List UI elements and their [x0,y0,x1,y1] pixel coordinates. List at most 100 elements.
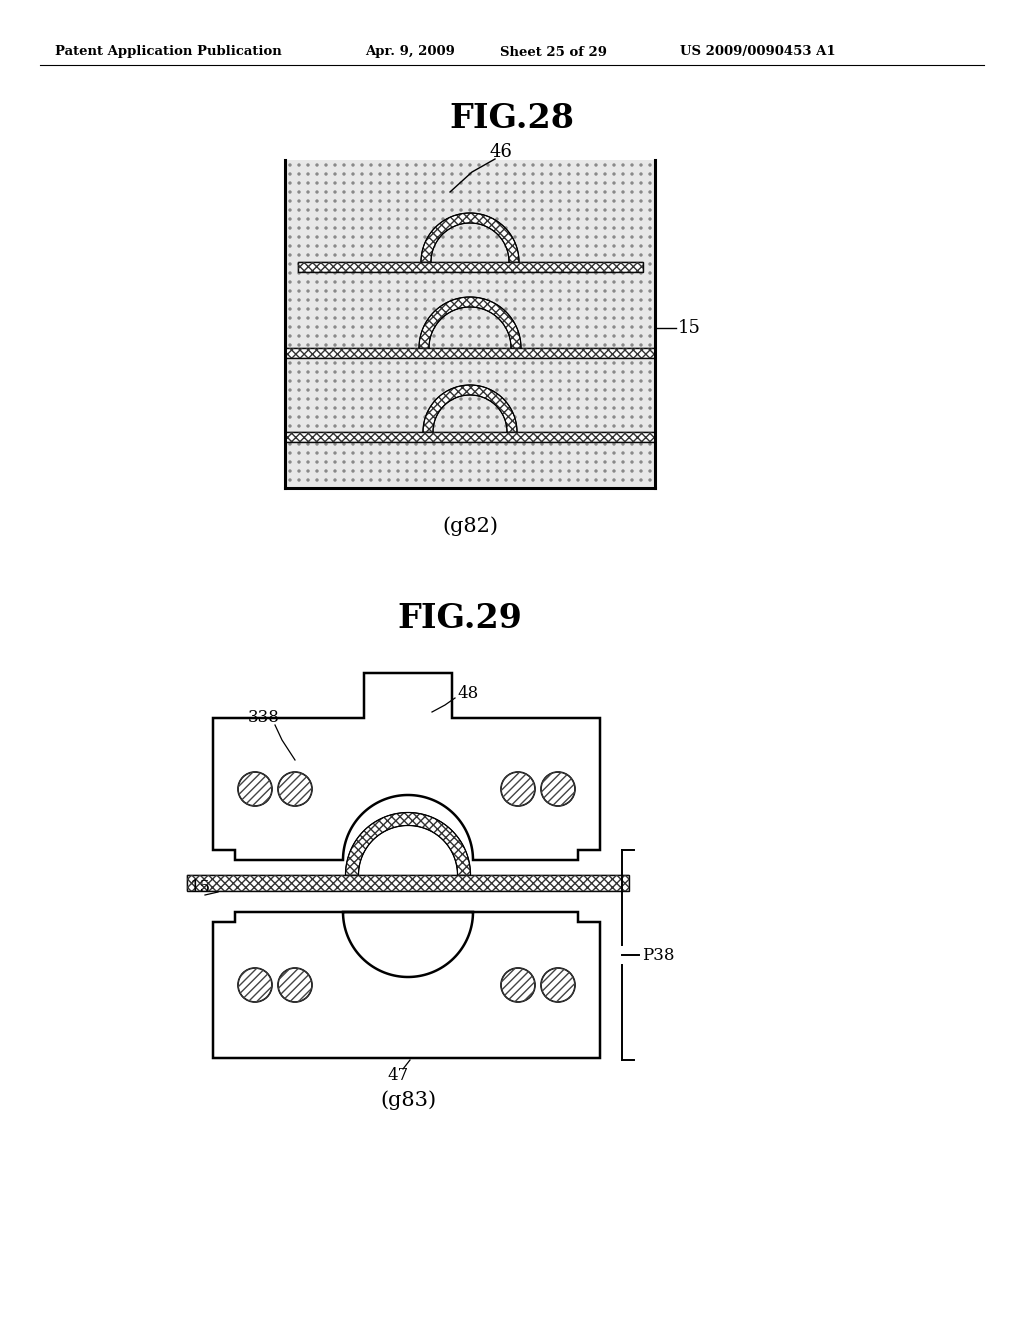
Circle shape [541,479,543,480]
Circle shape [523,191,525,193]
Circle shape [604,317,606,319]
Circle shape [361,380,362,381]
Circle shape [370,317,372,319]
Circle shape [550,461,552,463]
Circle shape [505,345,507,346]
Circle shape [586,191,588,193]
Circle shape [604,253,606,256]
Circle shape [415,182,417,183]
Circle shape [523,345,525,346]
Circle shape [568,281,570,282]
Circle shape [568,326,570,327]
Circle shape [316,352,318,355]
Circle shape [487,246,489,247]
Circle shape [334,352,336,355]
Circle shape [568,164,570,166]
Circle shape [406,227,408,228]
Circle shape [451,281,453,282]
Circle shape [649,209,651,211]
Circle shape [469,290,471,292]
Circle shape [406,470,408,473]
Circle shape [613,308,615,310]
Circle shape [451,227,453,228]
Circle shape [604,246,606,247]
Circle shape [631,425,633,426]
Circle shape [379,326,381,327]
Circle shape [568,317,570,319]
Circle shape [478,173,480,176]
Circle shape [415,164,417,166]
Circle shape [406,362,408,364]
Circle shape [622,345,624,346]
Circle shape [487,272,489,275]
Circle shape [532,371,534,374]
Circle shape [514,416,516,418]
Circle shape [451,444,453,445]
Circle shape [433,362,435,364]
Circle shape [559,173,561,176]
Circle shape [379,246,381,247]
Circle shape [505,263,507,265]
Circle shape [370,335,372,337]
Circle shape [622,246,624,247]
Circle shape [442,308,444,310]
Circle shape [631,227,633,228]
Circle shape [541,362,543,364]
Circle shape [334,451,336,454]
Circle shape [415,290,417,292]
Circle shape [289,352,291,355]
Circle shape [352,470,354,473]
Circle shape [433,326,435,327]
Circle shape [334,253,336,256]
Circle shape [568,444,570,445]
Circle shape [406,371,408,374]
Circle shape [415,362,417,364]
Circle shape [352,246,354,247]
Circle shape [316,173,318,176]
Circle shape [604,236,606,238]
Circle shape [586,425,588,426]
Circle shape [523,416,525,418]
Circle shape [649,389,651,391]
Circle shape [370,380,372,381]
Circle shape [595,246,597,247]
Circle shape [316,407,318,409]
Circle shape [622,272,624,275]
Circle shape [523,352,525,355]
Circle shape [532,253,534,256]
Circle shape [397,362,399,364]
Circle shape [298,281,300,282]
Circle shape [505,300,507,301]
Circle shape [334,416,336,418]
Circle shape [316,236,318,238]
Circle shape [379,281,381,282]
Circle shape [595,389,597,391]
Circle shape [622,173,624,176]
Circle shape [460,272,462,275]
Circle shape [613,352,615,355]
Circle shape [505,173,507,176]
Circle shape [487,201,489,202]
Circle shape [496,218,498,220]
Circle shape [388,326,390,327]
Circle shape [532,281,534,282]
Circle shape [316,164,318,166]
Circle shape [361,399,362,400]
Circle shape [325,326,327,327]
Circle shape [487,425,489,426]
Circle shape [460,263,462,265]
Circle shape [613,182,615,183]
Circle shape [595,444,597,445]
Circle shape [370,371,372,374]
Circle shape [424,407,426,409]
Circle shape [595,164,597,166]
Circle shape [550,182,552,183]
Circle shape [415,300,417,301]
Circle shape [550,362,552,364]
Circle shape [640,345,642,346]
Circle shape [379,173,381,176]
Circle shape [307,308,309,310]
Circle shape [469,425,471,426]
Circle shape [388,272,390,275]
Circle shape [325,389,327,391]
